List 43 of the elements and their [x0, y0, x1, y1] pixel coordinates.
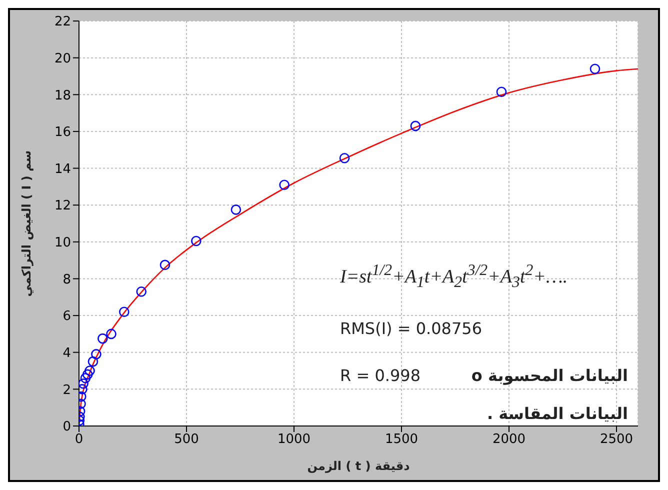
x-tick-label: 0	[74, 432, 84, 448]
point	[98, 333, 108, 344]
x-tick-label: 1500	[384, 432, 418, 448]
annotation: RMS(I) = 0.08756	[340, 319, 482, 338]
point	[88, 356, 98, 367]
x-axis-title: الزمن ( t ) دقيقة	[307, 459, 410, 473]
annotation: البيانات المقاسة .	[486, 404, 628, 423]
y-tick-label: 16	[54, 125, 71, 140]
annotation: البيانات المحسوبة o	[471, 366, 628, 385]
y-tick-label: 12	[54, 198, 71, 214]
x-tick-label: 2000	[492, 432, 526, 448]
point	[136, 286, 146, 297]
point	[191, 236, 202, 246]
y-tick-label: 4	[62, 346, 71, 361]
point	[410, 120, 421, 132]
y-tick-label: 0	[62, 420, 71, 435]
point	[590, 64, 600, 74]
point	[339, 153, 350, 164]
point	[496, 86, 507, 98]
point	[119, 306, 130, 318]
y-axis-title: الغيض التراكمي ( I ) سم	[19, 150, 34, 297]
point	[84, 366, 95, 376]
y-tick-label: 10	[54, 236, 71, 251]
x-tick-label: 500	[174, 432, 199, 448]
point	[82, 369, 93, 380]
point	[80, 372, 91, 384]
x-tick-label: 2500	[600, 432, 634, 448]
y-tick-label: 18	[54, 88, 71, 104]
text: I=st$^{1/2}$+A$_{1}$t+A$_{2}$t$^{3/2}$+A$_{3}$t$^{2}$+….	[340, 262, 568, 292]
y-tick-label: 14	[54, 162, 71, 177]
y-tick-label: 2	[62, 382, 71, 398]
point	[106, 328, 116, 340]
point	[160, 260, 170, 270]
y-tick-label: 20	[54, 51, 71, 66]
y-tick-label: 22	[54, 14, 71, 30]
y-tick-label: 6	[62, 309, 71, 324]
annotation: R = 0.998	[340, 366, 420, 385]
point	[230, 204, 242, 215]
point	[279, 180, 290, 190]
x-tick-label: 1000	[277, 432, 311, 448]
point	[79, 378, 88, 389]
point	[91, 349, 102, 360]
y-tick-label: 8	[62, 272, 71, 288]
